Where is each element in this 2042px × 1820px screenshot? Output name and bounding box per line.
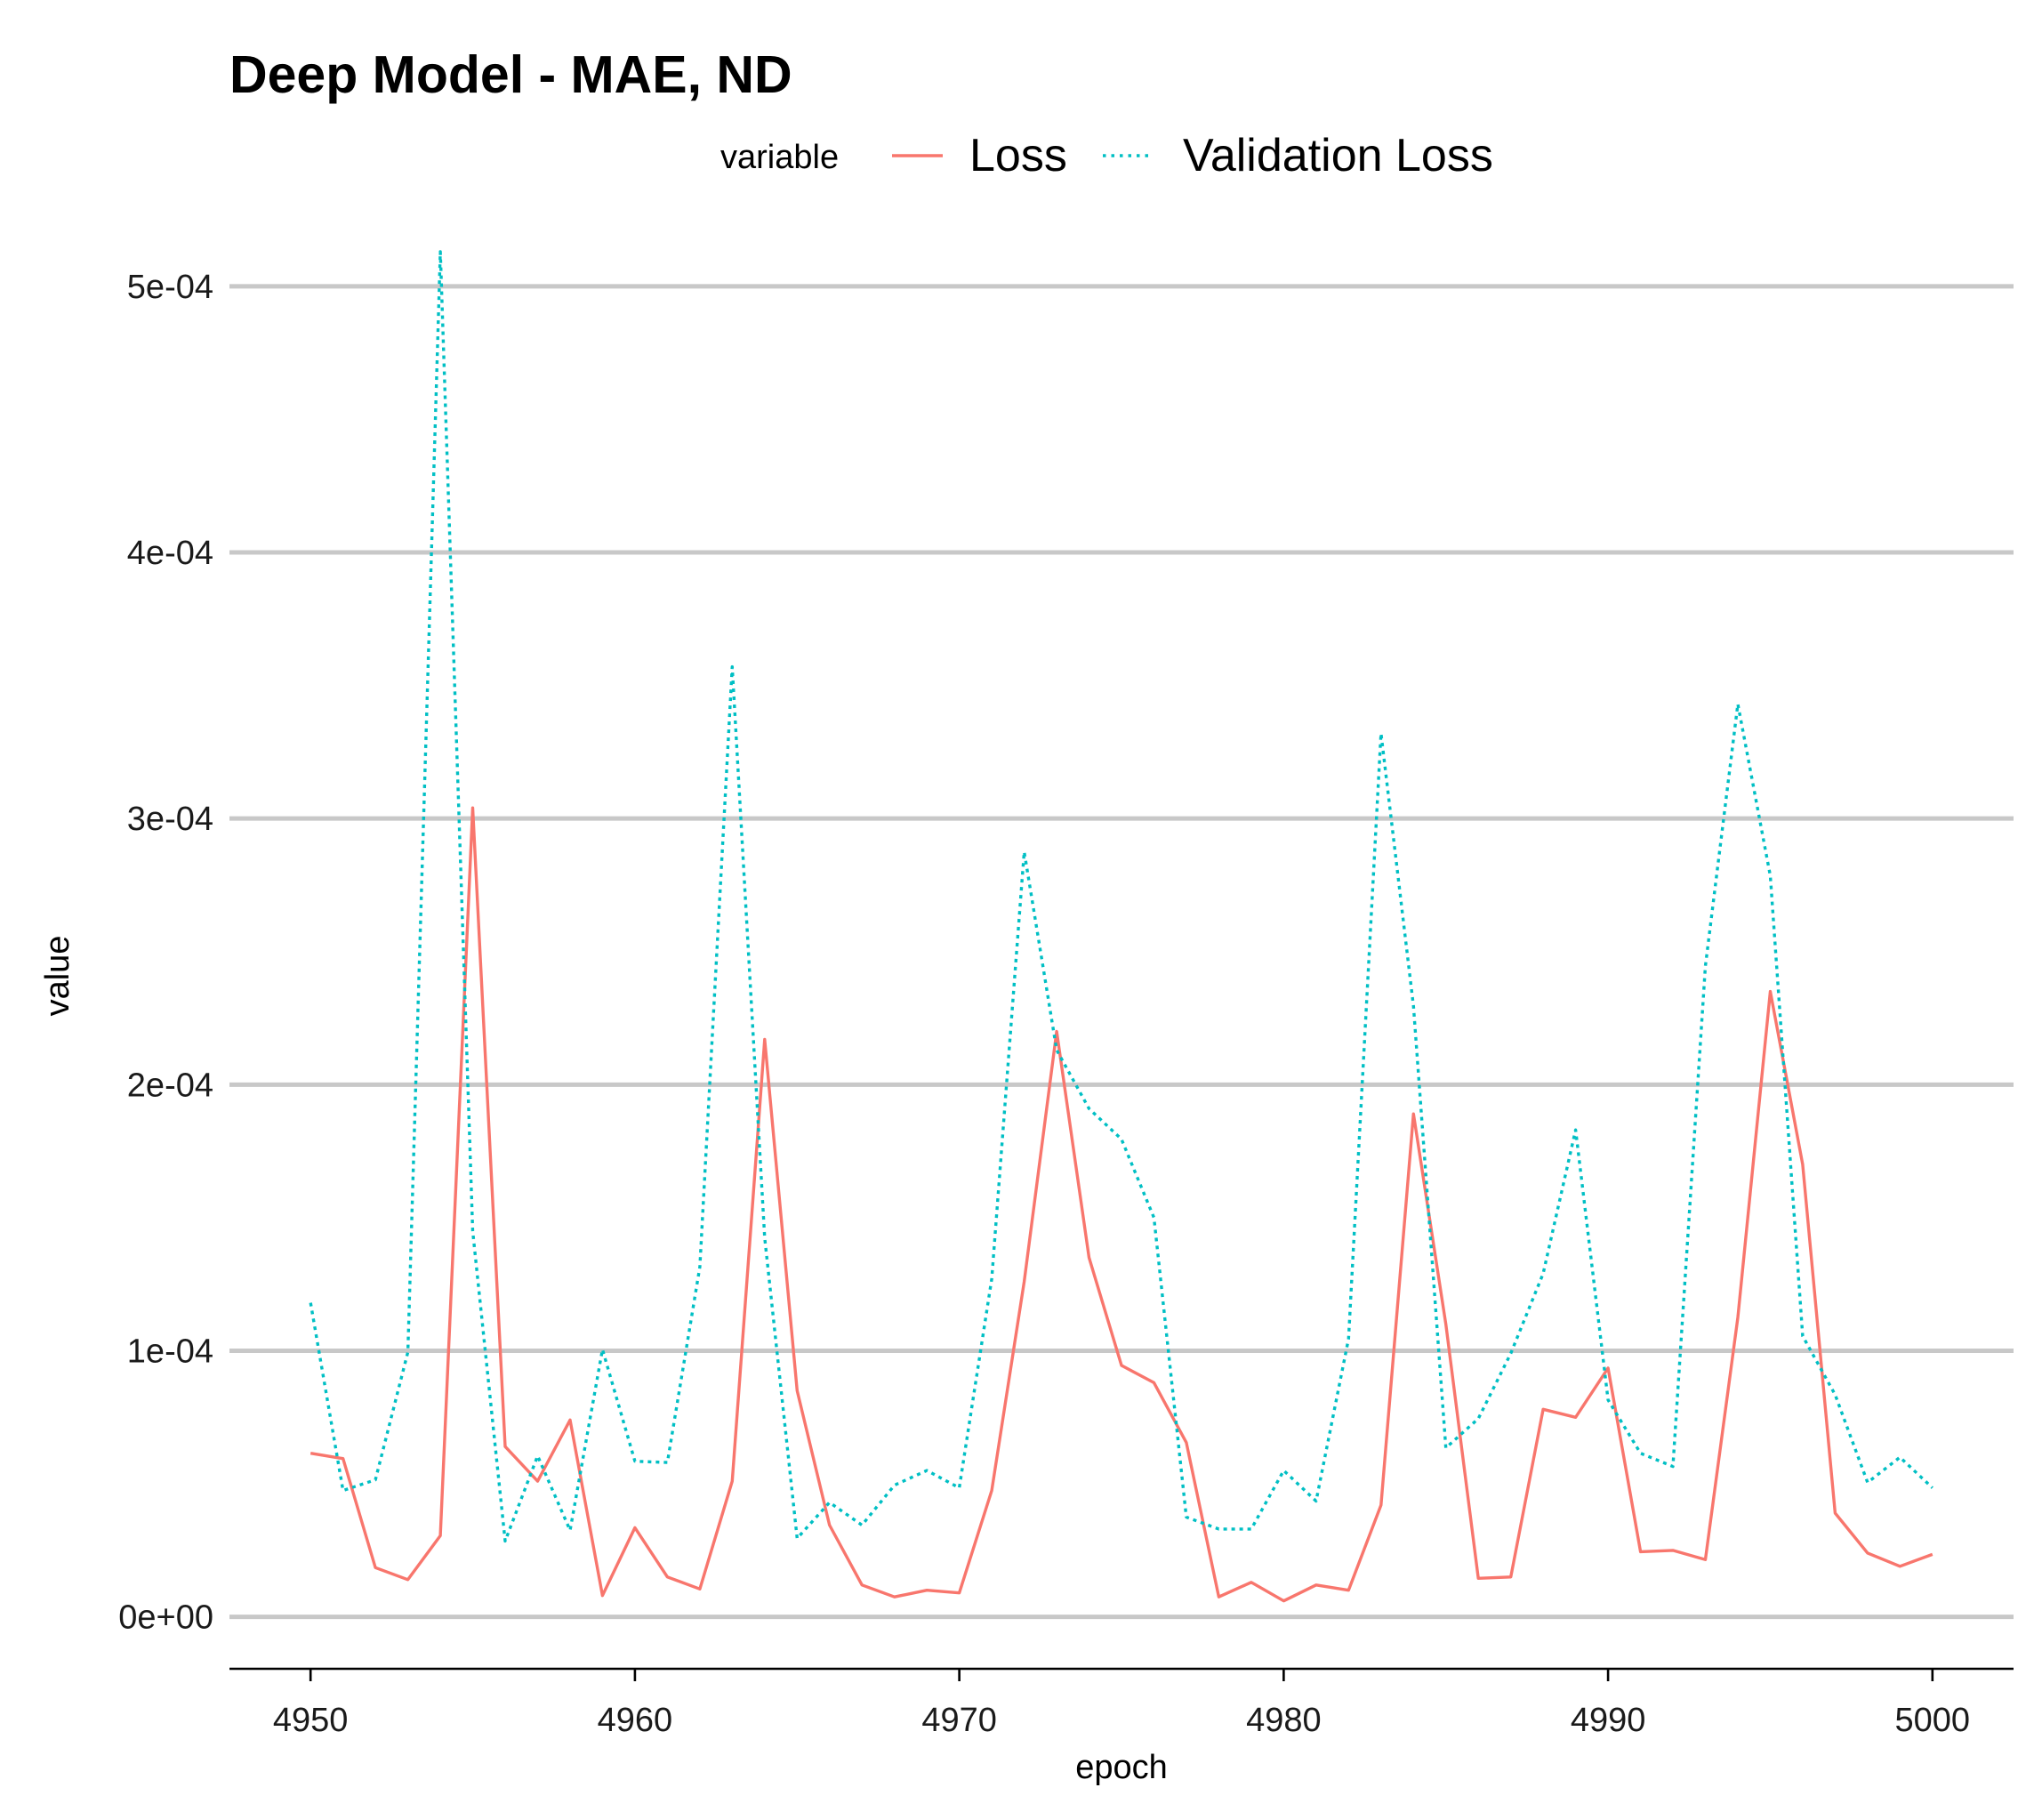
series-line-loss	[310, 806, 1933, 1603]
chart-title: Deep Model - MAE, ND	[229, 45, 792, 104]
y-tick-label: 4e-04	[127, 535, 213, 572]
y-axis-title: value	[39, 936, 76, 1017]
y-tick-label: 5e-04	[127, 269, 213, 306]
x-tick-label: 5000	[1895, 1702, 1971, 1739]
x-tick-label: 4980	[1246, 1702, 1322, 1739]
x-tick-label: 4990	[1571, 1702, 1646, 1739]
legend: variable Loss Validation Loss	[720, 130, 1493, 181]
legend-label-validation-loss: Validation Loss	[1183, 130, 1493, 181]
legend-title: variable	[720, 139, 839, 176]
x-tick-label: 4960	[598, 1702, 673, 1739]
series-layer	[309, 250, 1933, 1603]
y-tick-label: 2e-04	[127, 1067, 213, 1104]
series-line-validation-loss	[309, 250, 1933, 1543]
x-axis-ticks: 4950 4960 4970 4980 4990 5000	[273, 1669, 1970, 1739]
legend-label-loss: Loss	[969, 130, 1067, 181]
x-axis-title: epoch	[1075, 1749, 1168, 1786]
grid	[229, 284, 2014, 1620]
y-tick-label: 1e-04	[127, 1333, 213, 1370]
y-tick-label: 3e-04	[127, 801, 213, 838]
x-tick-label: 4970	[921, 1702, 997, 1739]
y-axis-tick-labels: 0e+00 1e-04 2e-04 3e-04 4e-04 5e-04	[118, 269, 213, 1637]
y-tick-label: 0e+00	[118, 1599, 213, 1637]
x-tick-label: 4950	[273, 1702, 349, 1739]
